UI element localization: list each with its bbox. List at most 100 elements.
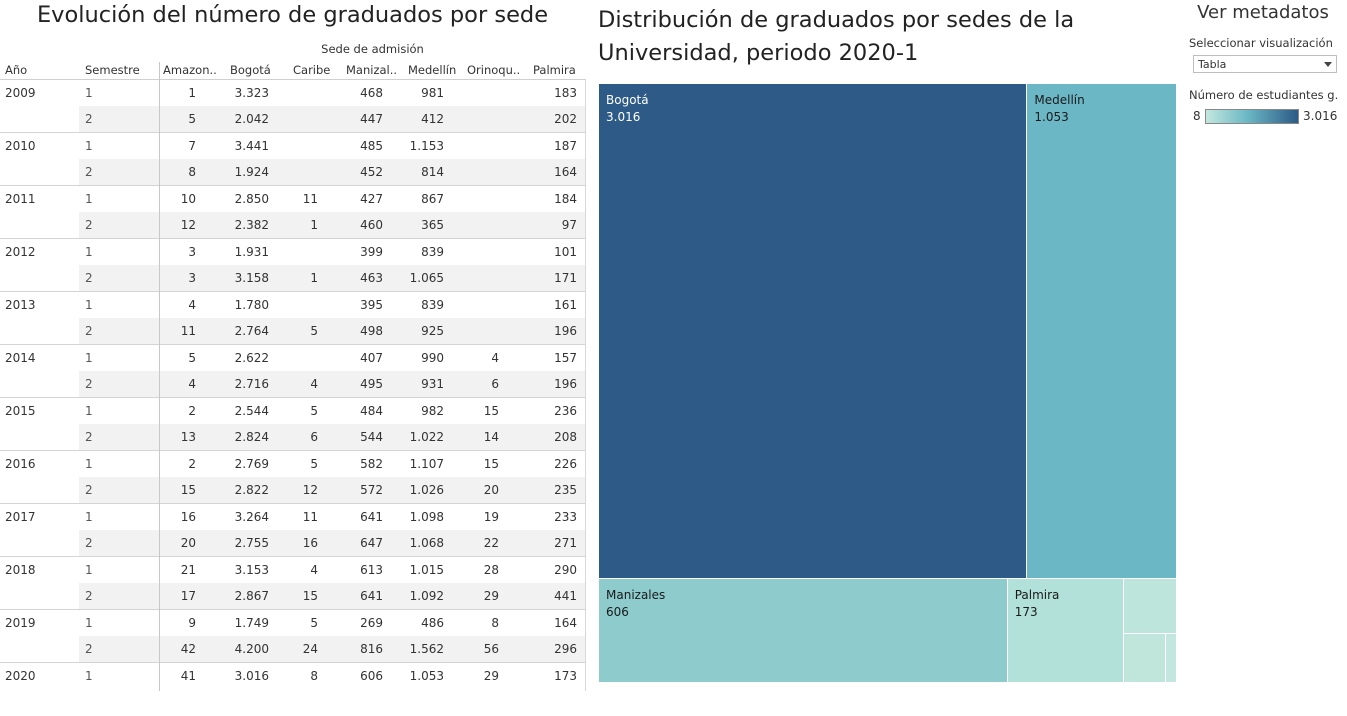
value-cell: 981	[421, 86, 444, 100]
value-cell: 486	[421, 616, 444, 630]
column-header-bogota[interactable]: Bogotá	[230, 63, 271, 77]
value-cell: 15	[483, 404, 499, 418]
value-cell: 3.158	[234, 271, 269, 285]
value-cell	[439, 265, 499, 291]
row-band	[79, 530, 585, 556]
row-divider	[0, 450, 585, 451]
column-header-palmira[interactable]: Palmira	[533, 63, 576, 77]
value-cell: 8	[188, 165, 196, 179]
table-row: 2 3 3.158 1 463 1.065 171	[0, 265, 586, 291]
value-cell: 1.562	[409, 642, 444, 656]
treemap-tile[interactable]	[1124, 578, 1177, 634]
row-band	[79, 159, 585, 185]
value-cell: 3.441	[234, 139, 269, 153]
semester-cell: 2	[85, 324, 93, 338]
chevron-down-icon	[1324, 62, 1332, 67]
row-band	[79, 318, 585, 344]
year-label: 2011	[5, 192, 36, 206]
value-cell: 8	[310, 669, 318, 683]
column-header-manizales[interactable]: Manizal..	[346, 63, 398, 77]
value-cell: 3	[188, 245, 196, 259]
year-group: 2009 1 1 3.323 468 981 183 2 5 2.042 447 412 202	[0, 80, 586, 133]
treemap-tile[interactable]: Manizales 606	[599, 578, 1008, 683]
column-header-caribe[interactable]: Caribe	[293, 63, 331, 77]
value-cell: 183	[554, 86, 577, 100]
column-divider	[159, 62, 160, 691]
value-cell: 1	[188, 86, 196, 100]
value-cell: 1	[310, 218, 318, 232]
table-row: 2 8 1.924 452 814 164	[0, 159, 586, 185]
treemap-tile[interactable]: Palmira 173	[1007, 578, 1125, 683]
treemap-tile[interactable]: Medellín 1.053	[1027, 84, 1177, 579]
color-legend-gradient	[1205, 109, 1299, 124]
column-header-orinoquia[interactable]: Orinoqu..	[467, 63, 521, 77]
row-band	[79, 477, 585, 503]
value-cell	[439, 318, 499, 344]
year-group: 2017 1 16 3.264 11 641 1.098 19 233 2 20 2.755 16 647…	[0, 504, 586, 557]
value-cell: 101	[554, 245, 577, 259]
year-label: 2014	[5, 351, 36, 365]
treemap-tile[interactable]	[1165, 633, 1177, 683]
data-table: 2009 1 1 3.323 468 981 183 2 5 2.042 447 412 202 2010…	[0, 80, 586, 691]
column-header-semester[interactable]: Semestre	[85, 63, 140, 77]
value-cell: 2.716	[234, 377, 269, 391]
column-header-medellin[interactable]: Medellín	[408, 63, 457, 77]
value-cell: 196	[554, 377, 577, 391]
value-cell: 544	[360, 430, 383, 444]
table-row: 1 2 2.544 5 484 982 15 236	[0, 398, 586, 424]
value-cell: 14	[483, 430, 499, 444]
treemap-tile[interactable]: Bogotá 3.016	[599, 84, 1028, 579]
table-row: 1 10 2.850 11 427 867 184	[0, 186, 586, 212]
semester-cell: 2	[85, 271, 93, 285]
value-cell: 4	[491, 351, 499, 365]
value-cell: 271	[554, 536, 577, 550]
value-cell: 15	[302, 589, 318, 603]
table-row: 1 3 1.931 399 839 101	[0, 239, 586, 265]
value-cell: 1.780	[234, 298, 269, 312]
value-cell: 2.769	[234, 457, 269, 471]
year-group: 2014 1 5 2.622 407 990 4 157 2 4 2.716 4 495 931 6 196	[0, 345, 586, 398]
legend-max-value: 3.016	[1303, 109, 1338, 123]
semester-cell: 2	[85, 218, 93, 232]
tile-value: 1.053	[1034, 110, 1069, 124]
value-cell: 1.092	[409, 589, 444, 603]
value-cell: 164	[554, 616, 577, 630]
value-cell: 412	[421, 112, 444, 126]
value-cell: 2.622	[234, 351, 269, 365]
value-cell: 41	[180, 669, 196, 683]
semester-cell: 2	[85, 642, 93, 656]
value-cell: 468	[360, 86, 383, 100]
metadata-link[interactable]: Ver metadatos	[1197, 2, 1329, 23]
value-cell: 1.026	[409, 483, 444, 497]
value-cell: 990	[421, 351, 444, 365]
treemap-tile[interactable]	[1124, 633, 1166, 683]
value-cell: 498	[360, 324, 383, 338]
value-cell: 173	[554, 669, 577, 683]
group-header: Sede de admisión	[321, 42, 424, 56]
value-cell: 11	[302, 510, 318, 524]
value-cell	[439, 212, 499, 238]
value-cell: 572	[360, 483, 383, 497]
viz-select-label: Seleccionar visualización	[1189, 36, 1333, 50]
table-row: 2 13 2.824 6 544 1.022 14 208	[0, 424, 586, 450]
value-cell: 463	[360, 271, 383, 285]
value-cell: 20	[180, 536, 196, 550]
value-cell: 171	[554, 271, 577, 285]
value-cell: 9	[188, 616, 196, 630]
value-cell	[439, 186, 499, 212]
year-group: 2011 1 10 2.850 11 427 867 184 2 12 2.382 1 460 365 97	[0, 186, 586, 239]
viz-select-dropdown[interactable]: Tabla	[1193, 55, 1337, 73]
semester-cell: 1	[85, 351, 93, 365]
column-header-year[interactable]: Año	[5, 63, 28, 77]
value-cell	[439, 80, 499, 106]
value-cell: 13	[180, 430, 196, 444]
semester-cell: 1	[85, 616, 93, 630]
value-cell: 6	[491, 377, 499, 391]
column-header-amazonia[interactable]: Amazon..	[163, 63, 217, 77]
year-label: 2015	[5, 404, 36, 418]
table-row: 1 9 1.749 5 269 486 8 164	[0, 610, 586, 636]
tile-label: Manizales	[606, 587, 666, 602]
semester-cell: 1	[85, 245, 93, 259]
value-cell: 641	[360, 589, 383, 603]
row-band	[79, 636, 585, 662]
